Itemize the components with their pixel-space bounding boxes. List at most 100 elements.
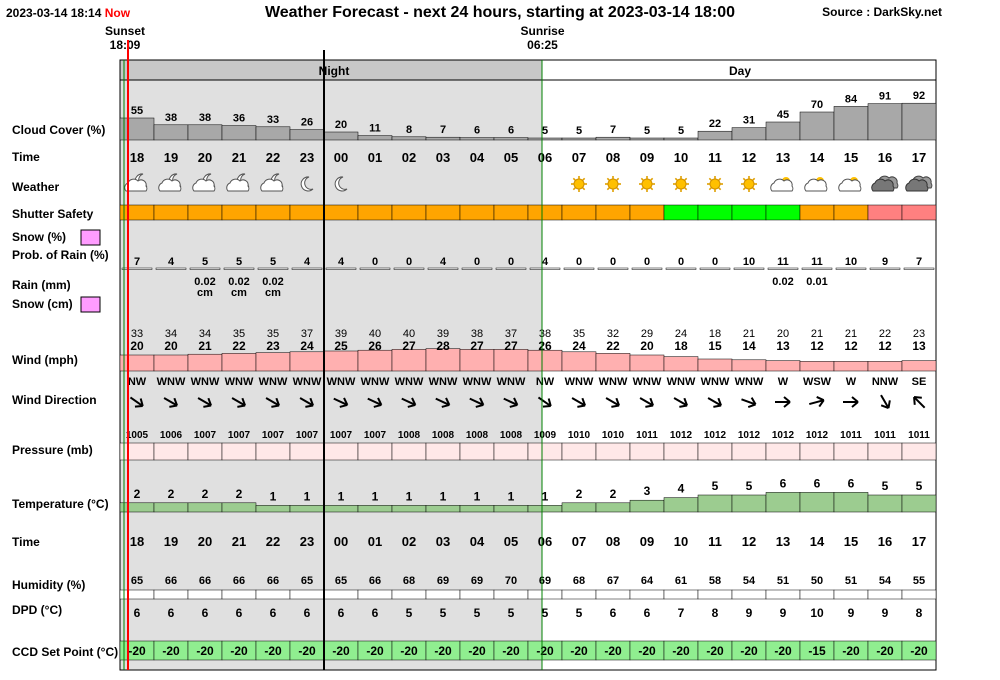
prob-rain-value: 7: [916, 256, 922, 268]
prob-rain-value: 0: [610, 256, 616, 268]
pressure-bar: [493, 442, 529, 461]
wind-gust-value: 39: [437, 328, 449, 340]
shutter-safety-cell: [561, 204, 597, 221]
temperature-value: 1: [372, 489, 379, 503]
wind-bar: [901, 360, 937, 372]
shutter-safety-cell: [459, 204, 495, 221]
ccd-set-point-value: -20: [196, 644, 214, 658]
ccd-set-point-cell: [901, 640, 937, 661]
temperature-bar: [765, 492, 801, 513]
dpd-value: 6: [202, 606, 209, 620]
sunrise-marker: Sunrise 06:25: [515, 24, 570, 52]
pressure-bar: [289, 442, 325, 461]
wind-gust-value: 34: [165, 328, 177, 340]
pressure-value: 1012: [704, 430, 727, 441]
humidity-bar: [391, 589, 427, 600]
hour-label-2: 00: [334, 534, 348, 549]
prob-rain-bar: [801, 267, 833, 270]
ccd-set-point-value: -20: [774, 644, 792, 658]
humidity-bar: [323, 589, 359, 600]
prob-rain-value: 4: [440, 256, 447, 268]
time-label-2: Time: [12, 535, 40, 549]
hour-label: 16: [878, 150, 892, 165]
pressure-bar: [731, 442, 767, 461]
wind-arrow-icon: [707, 397, 723, 408]
pressure-bar: [561, 442, 597, 461]
pressure-value: 1006: [160, 430, 183, 441]
partly-cloudy-night-icon: [124, 173, 148, 192]
pressure-bar: [255, 442, 291, 461]
dpd-value: 5: [440, 606, 447, 620]
wind-speed-value: 27: [504, 339, 518, 353]
prob-rain-bar: [495, 267, 527, 270]
pressure-bar: [799, 442, 835, 461]
ccd-set-point-value: -20: [638, 644, 656, 658]
dpd-value: 6: [372, 606, 379, 620]
humidity-bar: [357, 589, 393, 600]
cloud-cover-bar: [459, 137, 495, 141]
prob-rain-value: 9: [882, 256, 888, 268]
hour-label: 20: [198, 150, 212, 165]
humidity-value: 69: [471, 575, 483, 587]
ccd-set-point-value: -20: [672, 644, 690, 658]
wind-arrow-icon: [401, 397, 417, 408]
pressure-value: 1012: [772, 430, 795, 441]
cloud-cover-value: 20: [335, 119, 347, 131]
prob-rain-bar: [903, 267, 935, 270]
wind-direction-text: WNW: [361, 376, 390, 388]
wind-speed-value: 20: [130, 339, 144, 353]
sunset-time: 18:09: [109, 38, 141, 52]
wind-arrow-icon: [880, 394, 891, 410]
dpd-value: 9: [882, 606, 889, 620]
sunset-marker: Sunset 18:09: [100, 24, 150, 52]
cloud-cover-value: 38: [199, 112, 211, 124]
temperature-value: 1: [440, 489, 447, 503]
dpd-value: 6: [644, 606, 651, 620]
humidity-value: 51: [845, 575, 857, 587]
pressure-value: 1008: [500, 430, 523, 441]
temperature-bar: [799, 492, 835, 513]
wind-arrow-icon: [741, 397, 757, 408]
temperature-value: 6: [780, 476, 787, 490]
temperature-value: 2: [576, 487, 583, 501]
cloud-cover-bar: [357, 135, 393, 141]
cloud-cover-value: 38: [165, 112, 177, 124]
prob-rain-bar: [699, 267, 731, 270]
hour-label-2: 13: [776, 534, 790, 549]
cloud-cover-label: Cloud Cover (%): [12, 123, 105, 137]
humidity-bar: [697, 589, 733, 600]
wind-speed-value: 23: [266, 339, 280, 353]
prob-rain-bar: [461, 267, 493, 270]
hour-label-2: 06: [538, 534, 552, 549]
hour-label-2: 03: [436, 534, 450, 549]
prob-rain-value: 10: [845, 256, 857, 268]
pressure-label: Pressure (mb): [12, 443, 93, 457]
wind-bar: [255, 352, 291, 372]
prob-rain-bar: [767, 267, 799, 270]
dpd-value: 6: [236, 606, 243, 620]
cloud-cover-bar: [697, 130, 733, 141]
wind-speed-value: 27: [402, 339, 416, 353]
pressure-value: 1007: [228, 430, 251, 441]
cloud-cover-bar: [323, 131, 359, 141]
wind-direction-text: NW: [128, 376, 147, 388]
cloud-cover-value: 7: [440, 124, 446, 136]
wind-gust-value: 35: [233, 328, 245, 340]
temperature-bar: [527, 505, 563, 513]
wind-direction-text: WNW: [327, 376, 356, 388]
hour-label-2: 09: [640, 534, 654, 549]
dpd-value: 6: [304, 606, 311, 620]
prob-rain-value: 5: [202, 256, 208, 268]
wind-arrow-icon: [197, 397, 213, 408]
humidity-bar: [867, 589, 903, 600]
partly-cloudy-day-icon: [770, 177, 794, 192]
humidity-value: 69: [437, 575, 449, 587]
pressure-bar: [153, 442, 189, 461]
hour-label-2: 01: [368, 534, 382, 549]
temperature-bar: [561, 502, 597, 513]
humidity-value: 54: [743, 575, 756, 587]
prob-rain-bar: [291, 267, 323, 270]
humidity-value: 51: [777, 575, 789, 587]
ccd-set-point-value: -20: [298, 644, 316, 658]
wind-direction-text: WNW: [191, 376, 220, 388]
